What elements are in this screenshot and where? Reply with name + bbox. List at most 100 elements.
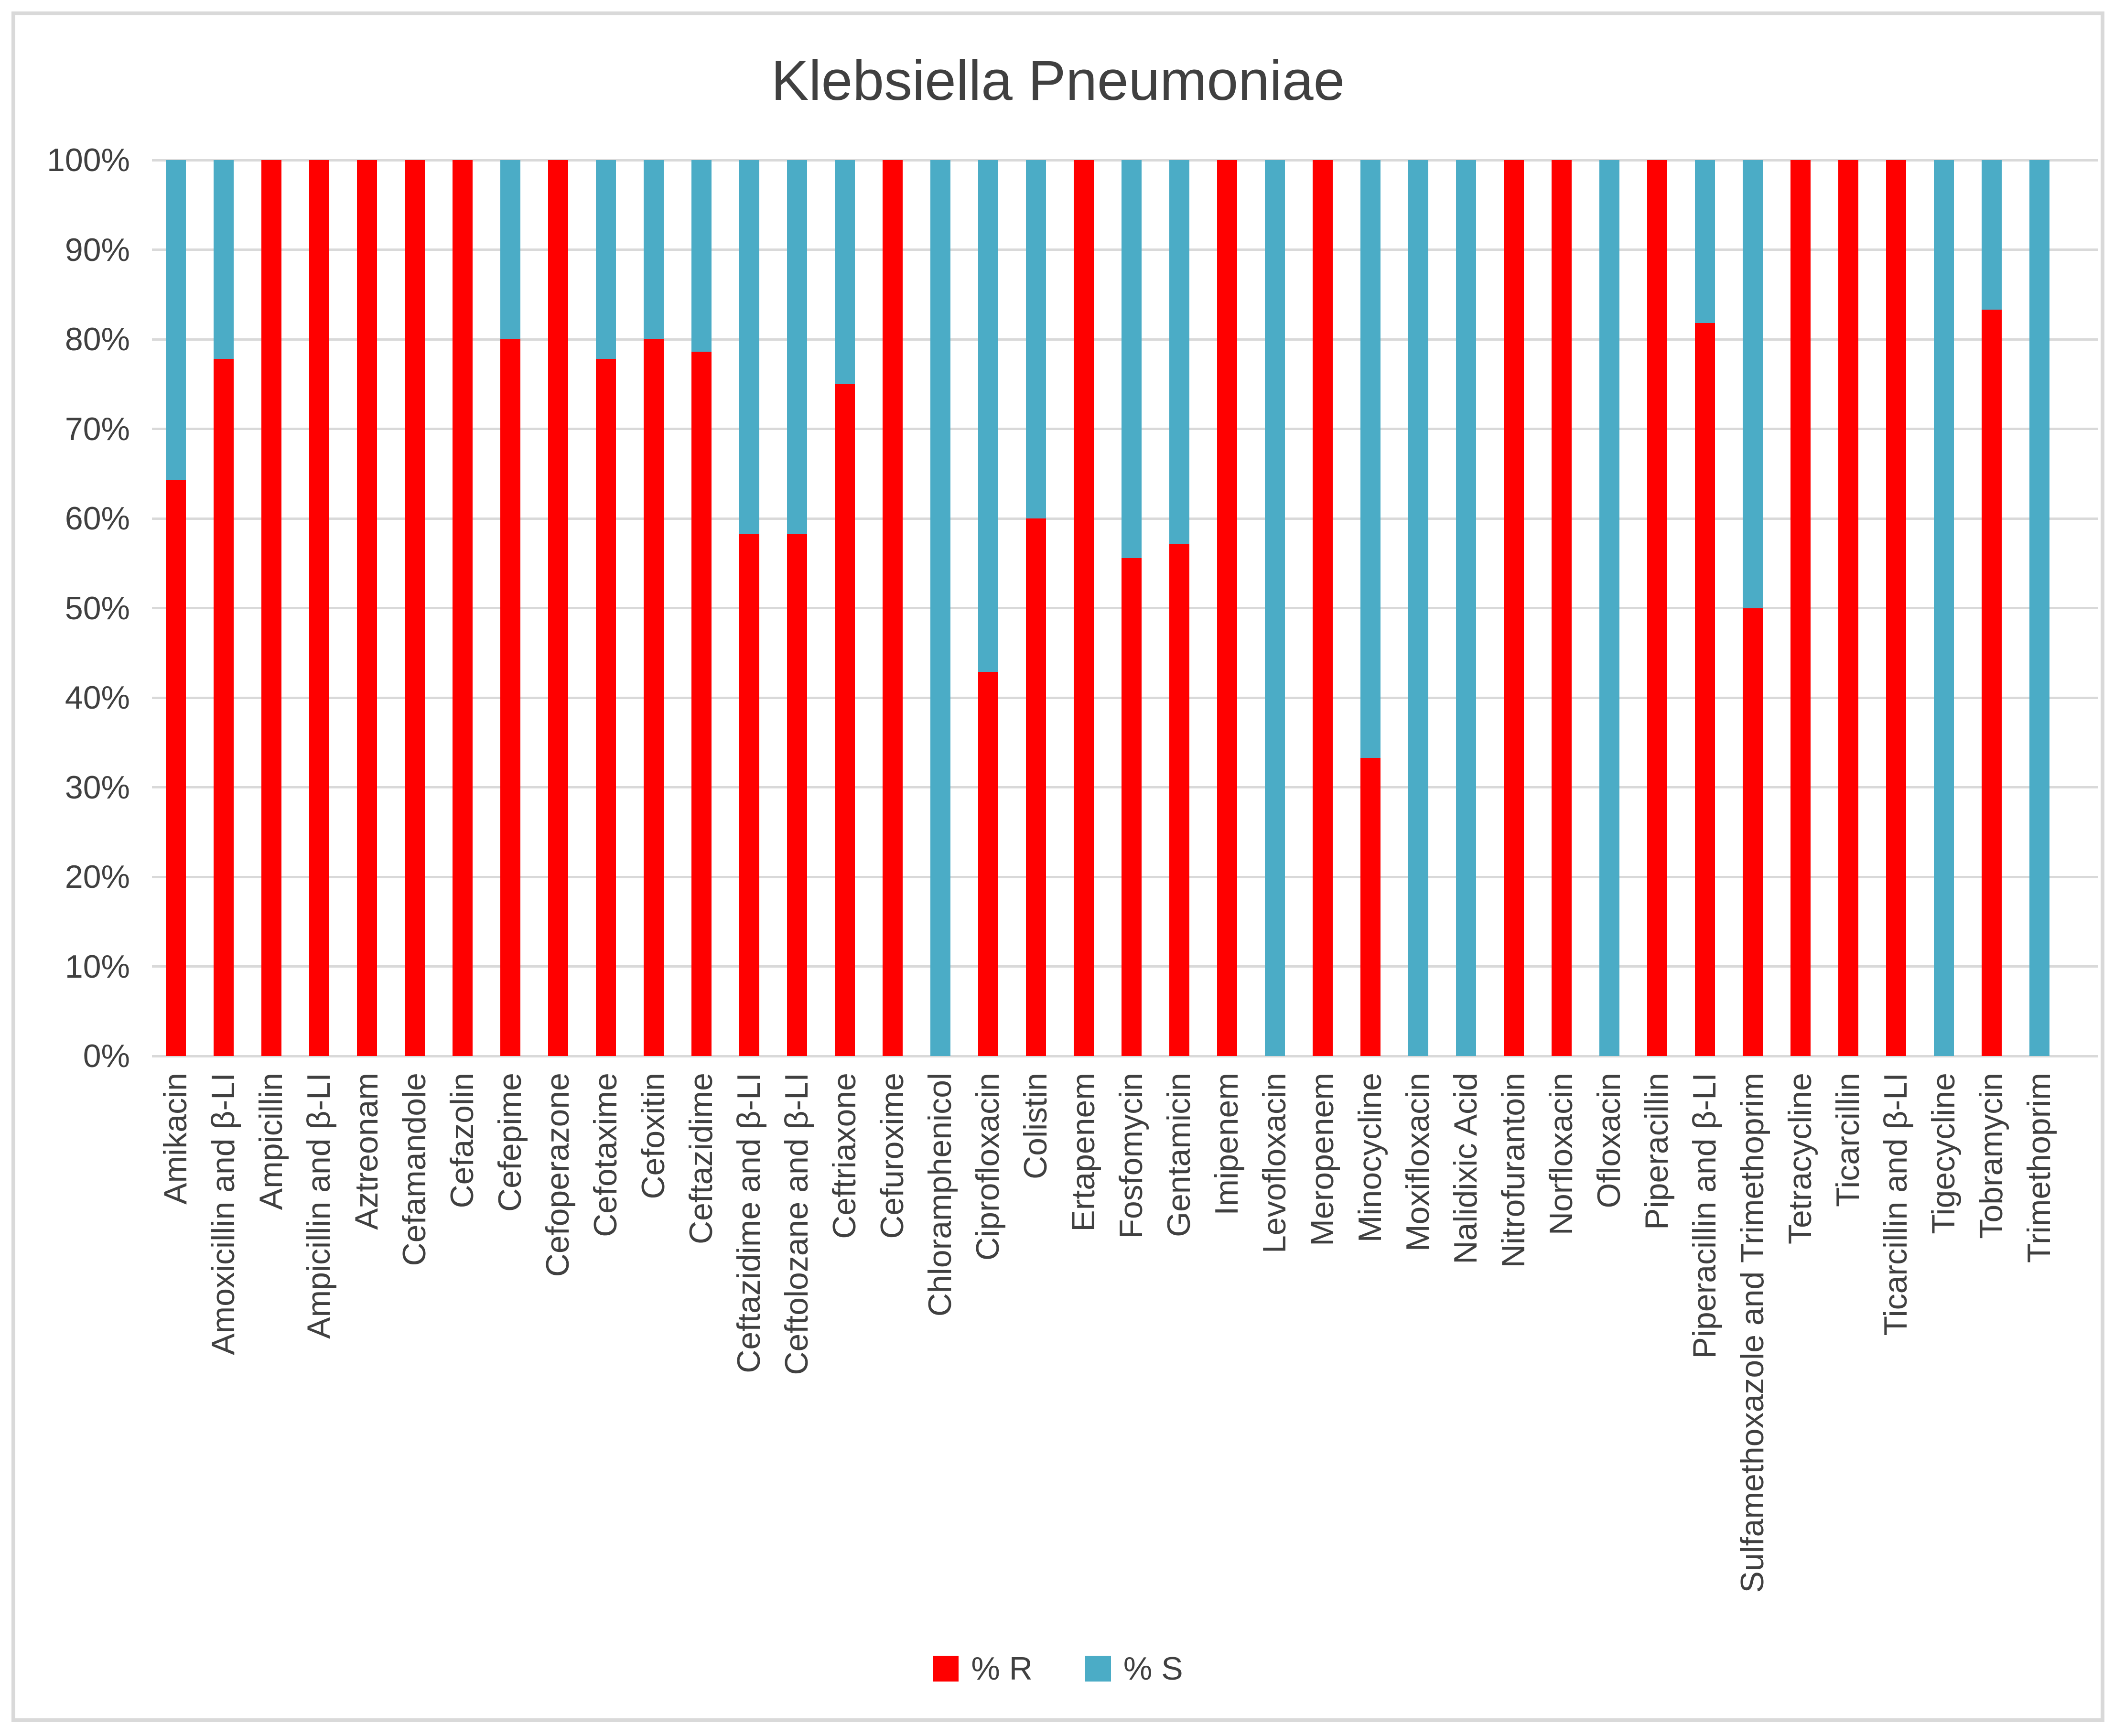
x-axis-label-cell: Cefazolin: [439, 1073, 486, 1680]
x-axis-label-cell: Fosfomycin: [1108, 1073, 1155, 1680]
bar-segment-r-meropenem: [1313, 160, 1333, 1056]
y-axis-tick-label: 10%: [65, 948, 130, 985]
y-axis-tick-label: 50%: [65, 590, 130, 626]
x-axis-label-cell: Gentamicin: [1155, 1073, 1203, 1680]
x-axis-label: Gentamicin: [1161, 1073, 1197, 1237]
x-axis-label-cell: Ciprofloxacin: [964, 1073, 1012, 1680]
y-axis-tick-label: 0%: [83, 1038, 130, 1074]
bar-segment-s-chloramphenicol: [930, 160, 950, 1056]
bar-segment-r-cefamandole: [405, 160, 425, 1056]
x-axis-label-cell: Ceftazidime: [678, 1073, 725, 1680]
bar-segment-r-cefepime: [500, 339, 520, 1056]
bar-segment-s-moxifloxacin: [1408, 160, 1428, 1056]
bar-segment-s-fosfomycin: [1122, 160, 1142, 558]
bar-segment-r-ticarcillin-and-li: [1886, 160, 1906, 1056]
bar-segment-r-nitrofurantoin: [1504, 160, 1524, 1056]
x-axis-label: Tobramycin: [1973, 1073, 2010, 1239]
bar-segment-s-colistin: [1026, 160, 1046, 518]
x-axis-label-cell: Ampicillin: [248, 1073, 295, 1680]
x-axis-label-cell: Ofloxacin: [1586, 1073, 1633, 1680]
x-axis-label-cell: Meropenem: [1299, 1073, 1347, 1680]
x-axis-label-cell: Ceftolozane and β-LI: [773, 1073, 821, 1680]
bar-segment-s-ciprofloxacin: [978, 160, 998, 672]
gridline-0%: [152, 1055, 2098, 1057]
bar-segment-s-sulfamethoxazole-and-trimethoprim: [1743, 160, 1763, 608]
x-axis-label: Ceftriaxone: [826, 1073, 863, 1239]
bar-segment-r-tobramycin: [1982, 310, 2002, 1056]
bar-segment-r-ceftazidime: [691, 352, 712, 1056]
x-axis-label-cell: Levofloxacin: [1251, 1073, 1299, 1680]
bar-segment-r-ampicillin: [261, 160, 281, 1056]
bar-segment-r-colistin: [1026, 518, 1046, 1056]
x-axis-label: Piperacillin: [1639, 1073, 1675, 1230]
x-axis-label: Trimethoprim: [2021, 1073, 2058, 1263]
x-axis-label-cell: Cefotaxime: [582, 1073, 630, 1680]
bar-segment-s-ceftazidime-and-li: [739, 160, 759, 534]
bar-segment-r-ceftazidime-and-li: [739, 533, 759, 1056]
bar-segment-s-cefotaxime: [596, 160, 616, 359]
y-axis-tick-label: 80%: [65, 321, 130, 357]
bar-segment-r-ampicillin-and-li: [309, 160, 329, 1056]
bar-segment-s-amikacin: [166, 160, 186, 480]
bar-segment-s-tigecycline: [1934, 160, 1954, 1056]
x-axis-label-cell: Minocycline: [1347, 1073, 1394, 1680]
x-axis-label-cell: Ceftriaxone: [821, 1073, 869, 1680]
x-axis-label: Levofloxacin: [1256, 1073, 1293, 1254]
x-axis-label-cell: Ticarcillin: [1824, 1073, 1872, 1680]
x-axis-label-cell: Tetracycline: [1777, 1073, 1824, 1680]
chart-title: Klebsiella Pneumoniae: [771, 49, 1345, 112]
x-axis-label-cell: Amikacin: [152, 1073, 200, 1680]
x-axis-label-cell: Amoxicillin and β-LI: [200, 1073, 248, 1680]
bar-segment-r-aztreonam: [357, 160, 377, 1056]
bar-segment-r-cefotaxime: [596, 359, 616, 1056]
bar-segment-s-ceftazidime: [691, 160, 712, 352]
x-axis-label-cell: Ceftazidime and β-LI: [725, 1073, 773, 1680]
x-axis-label-cell: Ertapenem: [1060, 1073, 1108, 1680]
bar-segment-r-minocycline: [1360, 757, 1381, 1056]
x-axis-label-cell: Nalidixic Acid: [1442, 1073, 1490, 1680]
x-axis-label-cell: Tobramycin: [1968, 1073, 2016, 1680]
bar-segment-r-amikacin: [166, 480, 186, 1056]
x-axis-label-cell: Nitrofurantoin: [1490, 1073, 1538, 1680]
x-axis-label-cell: Trimethoprim: [2016, 1073, 2063, 1680]
x-axis-label: Ampicillin and β-LI: [301, 1073, 337, 1339]
bar-segment-r-cefoperazone: [548, 160, 568, 1056]
x-axis-label: Cefamandole: [396, 1073, 433, 1266]
bar-segment-s-ceftriaxone: [835, 160, 855, 384]
bar-segment-s-piperacillin-and-li: [1695, 160, 1715, 323]
x-axis-label: Ciprofloxacin: [970, 1073, 1006, 1261]
x-axis-label: Tigecycline: [1925, 1073, 1962, 1234]
x-axis-label-cell: Piperacillin: [1633, 1073, 1681, 1680]
bar-segment-r-amoxicillin-and-li: [214, 359, 234, 1056]
bar-segment-r-ceftriaxone: [835, 384, 855, 1056]
x-axis-label-cell: Sulfamethoxazole and Trimethoprim: [1729, 1073, 1777, 1680]
x-axis-label: Sulfamethoxazole and Trimethoprim: [1734, 1073, 1771, 1593]
legend-item-resistant: % R: [933, 1652, 1033, 1685]
bar-segment-s-ofloxacin: [1599, 160, 1619, 1056]
x-axis-label: Cefoperazone: [539, 1073, 576, 1277]
bar-segment-s-gentamicin: [1169, 160, 1189, 545]
x-axis-label-cell: Chloramphenicol: [917, 1073, 964, 1680]
bar-segment-r-ertapenem: [1074, 160, 1094, 1056]
legend: % R % S: [11, 1652, 2104, 1685]
bar-segment-r-ticarcillin: [1838, 160, 1858, 1056]
x-axis-label: Ceftazidime and β-LI: [731, 1073, 767, 1373]
x-axis-label: Cefoxitin: [635, 1073, 672, 1199]
x-axis-label: Cefuroxime: [874, 1073, 911, 1239]
x-axis-label: Norfloxacin: [1543, 1073, 1580, 1236]
y-axis-tick-label: 100%: [47, 142, 130, 178]
x-axis-label: Ceftazidime: [683, 1073, 720, 1245]
x-axis-label-cell: Imipenem: [1203, 1073, 1251, 1680]
x-axis-label: Fosfomycin: [1113, 1073, 1150, 1239]
x-axis-label-cell: Norfloxacin: [1538, 1073, 1586, 1680]
y-axis-tick-label: 40%: [65, 679, 130, 716]
x-axis-label: Amoxicillin and β-LI: [205, 1073, 242, 1355]
bar-segment-r-fosfomycin: [1122, 558, 1142, 1056]
bar-segment-r-piperacillin-and-li: [1695, 323, 1715, 1056]
x-axis-label: Cefotaxime: [587, 1073, 624, 1237]
x-axis-label-cell: Aztreonam: [343, 1073, 391, 1680]
bar-segment-r-piperacillin: [1647, 160, 1667, 1056]
bar-segment-r-cefoxitin: [644, 339, 664, 1056]
y-axis-tick-label: 20%: [65, 859, 130, 895]
x-axis-label-cell: Cefuroxime: [869, 1073, 917, 1680]
